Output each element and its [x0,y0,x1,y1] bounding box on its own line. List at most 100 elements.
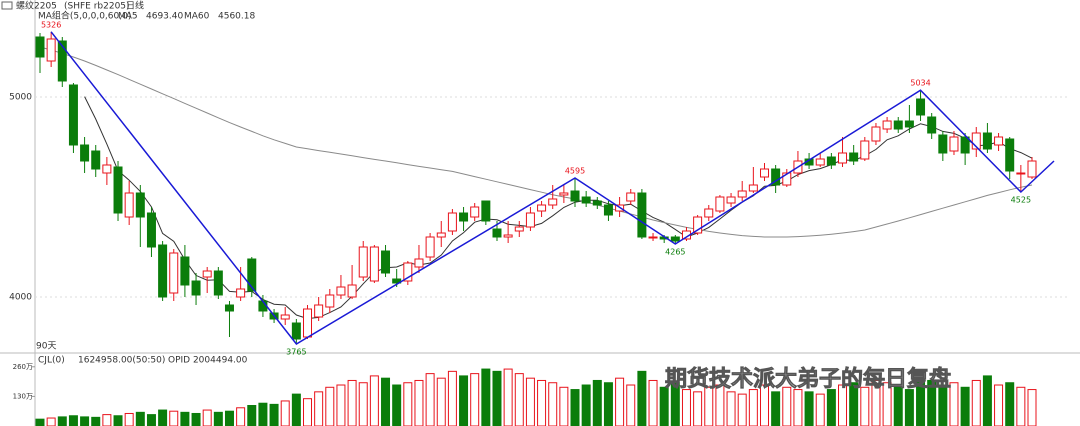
candle-body [135,192,145,218]
symbol-code: (SHFE rb2205) [64,2,130,12]
volume-bar [481,368,491,426]
candle-body [548,198,558,206]
ma60-legend: MA60 [184,12,210,22]
volume-bar [236,407,246,426]
volume-bar [1027,389,1037,426]
volume-bar [180,411,190,426]
candle-body [927,116,937,134]
candle-body [537,204,547,212]
volume-bar [46,417,56,426]
candle-body [481,200,491,222]
volume-bar [369,375,379,426]
volume-bar [1016,386,1026,426]
volume-bar [113,415,123,426]
watermark: 期货技术派大弟子的每日复盘 [665,366,951,392]
volume-bar [927,379,937,426]
candle-body [670,236,680,242]
volume-bar [358,382,368,426]
volume-bar [815,393,825,426]
candle-body [336,286,346,296]
volume-bar [860,386,870,426]
candle-body [57,40,67,82]
volume-bar [336,384,346,426]
volume-bar [124,412,134,426]
icon [1,1,13,10]
volume-bar [793,389,803,426]
y-tick-label: 130万 [13,392,33,400]
ma5-value: 4693.40 [146,12,183,22]
volume-bar [559,386,569,426]
volume-bar [447,370,457,426]
candle-body [403,262,413,282]
candle-body [581,196,591,204]
pivot-label: 4595 [565,167,585,176]
candle-body [169,252,179,294]
volume-bar [202,409,212,426]
candle-body [224,304,234,312]
candle-body [314,304,324,318]
candle-body [626,192,636,202]
candle-body [213,270,223,296]
volume-bar [994,384,1004,426]
open-interest: OPID 2004494.00 [168,356,248,366]
candle-body [303,308,313,338]
volume-bar [659,386,669,426]
candle-body [782,172,792,186]
candle-body [492,228,502,238]
candle-body [916,98,926,116]
trend-line [50,31,1055,345]
candle-body [648,236,658,239]
plot: 4000 5000 130万 260万 5326 3765 4595 4265 5034 4525 [9,20,1070,426]
candle-body [904,120,914,128]
volume-bar [314,391,324,426]
volume-bar [325,386,335,426]
volume-bar [269,403,279,426]
candle-body [592,200,602,206]
volume-bar [280,400,290,426]
candle-body [871,126,881,142]
volume-bar [804,391,814,426]
volume-bar [916,377,926,426]
candle-body [1027,160,1037,178]
volume-title: CJL(0) [38,356,65,366]
candle-body [893,120,903,130]
volume-bar [213,411,223,426]
candle-body [113,166,123,214]
candle-body [470,206,480,218]
candle-body [291,322,301,340]
volume-bar [57,416,67,426]
candle-body [1005,138,1015,172]
volume-bar [80,416,90,426]
candle-body [860,140,870,160]
volume-bar [737,393,747,426]
volume-bar [35,418,45,426]
ma-line [39,46,1033,238]
candle-body [247,258,257,292]
volume-bar [748,389,758,426]
volume-bar [347,379,357,426]
pivot-label: 5034 [910,79,930,88]
volume-bar [681,389,691,426]
period[interactable]: 日线 [126,0,144,12]
volume-bar [826,389,836,426]
volume-bar [514,373,524,426]
pivot-label: 4265 [665,248,685,257]
volume-bar [626,384,636,426]
volume-bar [1005,382,1015,426]
y-tick-label: 260万 [13,363,33,371]
candle-body [938,134,948,154]
candle-body [949,136,959,152]
volume-bar [403,382,413,426]
volume-bar [291,393,301,426]
volume-bar [592,379,602,426]
candle-body [849,152,859,162]
volume-bar [68,415,78,426]
candle-body [436,232,446,238]
candle-body [603,204,613,216]
indicator: MA组合(5,0,0,0,60,0) [38,10,131,22]
volume-bar [158,409,168,426]
candle-body [80,144,90,162]
candle-body [748,184,758,192]
volume-bar [525,377,535,426]
